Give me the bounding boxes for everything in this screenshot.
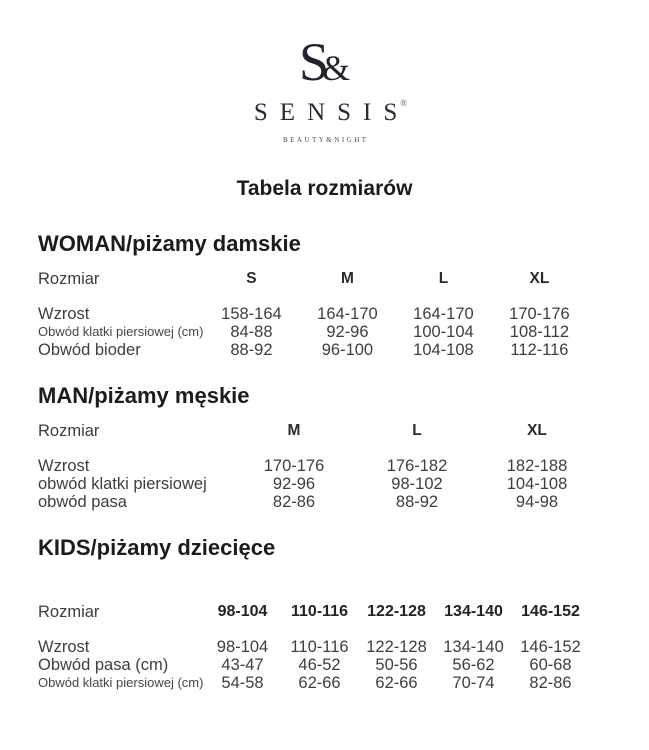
size-col-header: M: [287, 422, 301, 439]
size-col-header: M: [340, 270, 354, 287]
measurement-label: Wzrost: [38, 305, 90, 323]
measurement-row: Wzrost 158-164 164-170 164-170 170-176: [38, 305, 587, 323]
size-value-cell: 158-164: [221, 305, 282, 323]
size-value-cell: 182-188: [506, 457, 568, 475]
page-title: Tabela rozmiarów: [236, 177, 413, 200]
spacer-row: [38, 442, 594, 457]
size-value-cell: 70-74: [452, 674, 495, 692]
size-value-cell: 92-96: [272, 475, 316, 493]
size-table-man: Rozmiar M L XL Wzrost 170-176 176-182 18…: [38, 422, 594, 511]
size-value-cell: 60-68: [529, 656, 572, 674]
measurement-row: Obwód pasa (cm) 43-47 46-52 50-56 56-62 …: [38, 656, 589, 674]
brand-monogram: S&: [0, 35, 649, 89]
size-value-cell: 92-96: [326, 323, 369, 341]
measurement-row: Obwód bioder 88-92 96-100 104-108 112-11…: [38, 341, 587, 359]
size-table-woman: Rozmiar S M L XL Wzrost 158-164 164-170 …: [38, 270, 587, 359]
size-value-cell: 56-62: [452, 656, 495, 674]
size-col-header: XL: [527, 422, 547, 439]
measurement-label: Wzrost: [38, 457, 90, 475]
size-value-cell: 170-176: [509, 305, 570, 323]
brand-logo: S& SENSIS® BEAUTY&NIGHT: [0, 0, 649, 144]
registered-trademark-mark: ®: [400, 98, 408, 108]
size-col-header: 134-140: [444, 603, 503, 620]
measurement-row: Wzrost 98-104 110-116 122-128 134-140 14…: [38, 638, 589, 656]
section-heading-man: MAN/piżamy męskie: [38, 383, 250, 408]
size-value-cell: 122-128: [366, 638, 427, 656]
size-value-cell: 62-66: [298, 674, 341, 692]
size-value-cell: 176-182: [386, 457, 448, 475]
size-value-cell: 82-86: [272, 493, 316, 511]
size-col-header: L: [438, 270, 449, 287]
section-man: MAN/piżamy męskie Rozmiar M L XL Wzrost …: [38, 383, 649, 511]
size-value-cell: 98-102: [391, 475, 443, 493]
measurement-label: Obwód pasa (cm): [38, 656, 169, 674]
size-col-header: S: [246, 270, 257, 287]
size-value-cell: 46-52: [298, 656, 341, 674]
measurement-label: obwód klatki piersiowej: [38, 475, 207, 493]
size-value-cell: 146-152: [520, 638, 581, 656]
brand-name-text: SENSIS: [253, 99, 410, 126]
measurement-label: Wzrost: [38, 638, 90, 656]
size-value-cell: 54-58: [221, 674, 264, 692]
size-row-label: Rozmiar: [38, 270, 100, 288]
size-value-cell: 164-170: [317, 305, 378, 323]
monogram-s-letter: S: [298, 32, 330, 92]
size-value-cell: 170-176: [263, 457, 325, 475]
section-heading-woman: WOMAN/piżamy damskie: [38, 231, 301, 256]
size-value-cell: 96-100: [321, 341, 374, 359]
measurement-row: Obwód klatki piersiowej (cm) 84-88 92-96…: [38, 323, 587, 341]
size-value-cell: 110-116: [290, 638, 349, 656]
size-col-header: 110-116: [291, 603, 348, 620]
measurement-row: Wzrost 170-176 176-182 182-188: [38, 457, 594, 475]
measurement-label: obwód pasa: [38, 493, 127, 511]
size-col-header: 122-128: [367, 603, 426, 620]
section-woman: WOMAN/piżamy damskie Rozmiar S M L XL Wz…: [38, 231, 649, 359]
size-header-row: Rozmiar S M L XL: [38, 270, 587, 290]
size-row-label: Rozmiar: [38, 603, 100, 621]
size-value-cell: 43-47: [221, 656, 264, 674]
size-value-cell: 104-108: [413, 341, 474, 359]
size-value-cell: 82-86: [529, 674, 572, 692]
size-table-kids: Rozmiar 98-104 110-116 122-128 134-140 1…: [38, 603, 589, 692]
monogram-ampersand: &: [322, 48, 351, 88]
size-value-cell: 50-56: [375, 656, 418, 674]
measurement-row: Obwód klatki piersiowej (cm) 54-58 62-66…: [38, 674, 589, 692]
size-header-row: Rozmiar M L XL: [38, 422, 594, 442]
size-value-cell: 84-88: [230, 323, 273, 341]
size-value-cell: 108-112: [509, 323, 570, 341]
size-value-cell: 112-116: [510, 341, 569, 359]
size-value-cell: 134-140: [443, 638, 504, 656]
brand-tagline: BEAUTY&NIGHT: [282, 136, 369, 144]
size-value-cell: 104-108: [506, 475, 568, 493]
spacer-row: [38, 290, 587, 305]
size-header-row: Rozmiar 98-104 110-116 122-128 134-140 1…: [38, 603, 589, 623]
size-row-label: Rozmiar: [38, 422, 100, 440]
size-col-header: 146-152: [521, 603, 580, 620]
brand-name: SENSIS®: [0, 90, 649, 126]
size-value-cell: 88-92: [230, 341, 273, 359]
size-value-cell: 62-66: [375, 674, 418, 692]
section-kids: KIDS/piżamy dziecięce Rozmiar 98-104 110…: [38, 535, 649, 692]
measurement-row: obwód klatki piersiowej 92-96 98-102 104…: [38, 475, 594, 493]
measurement-row: obwód pasa 82-86 88-92 94-98: [38, 493, 594, 511]
size-value-cell: 100-104: [413, 323, 474, 341]
measurement-label: Obwód bioder: [38, 341, 141, 359]
size-value-cell: 88-92: [395, 493, 439, 511]
size-col-header: L: [412, 422, 422, 439]
spacer-row: [38, 623, 589, 638]
section-heading-kids: KIDS/piżamy dziecięce: [38, 535, 276, 560]
size-value-cell: 98-104: [216, 638, 269, 656]
size-value-cell: 164-170: [413, 305, 474, 323]
size-value-cell: 94-98: [515, 493, 559, 511]
measurement-label: Obwód klatki piersiowej (cm): [38, 675, 204, 690]
size-col-header: XL: [529, 270, 550, 287]
measurement-label: Obwód klatki piersiowej (cm): [38, 324, 204, 339]
size-col-header: 98-104: [217, 603, 268, 620]
